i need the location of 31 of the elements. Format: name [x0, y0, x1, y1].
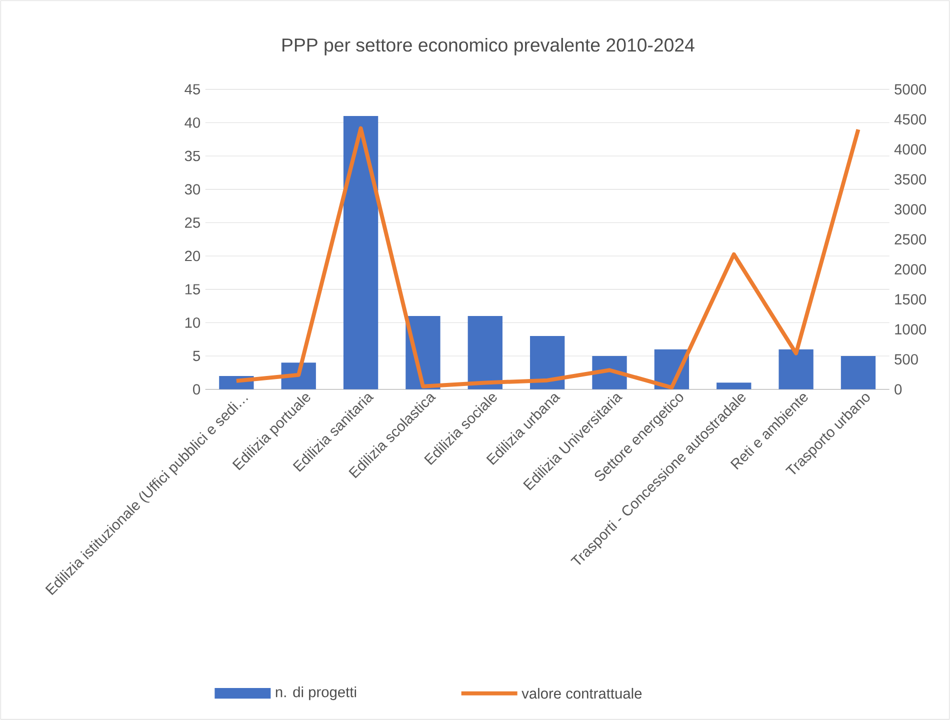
y-tick-label: 15 — [185, 284, 200, 294]
legend-label: n. di progetti — [276, 686, 356, 700]
y2-tick-label: 2500 — [894, 234, 926, 245]
y-tick-label: 35 — [184, 150, 200, 162]
y2-tick-label: 5000 — [894, 84, 926, 95]
y-tick-label: 10 — [185, 317, 200, 328]
y-tick-label: 40 — [184, 117, 200, 128]
bar — [530, 336, 565, 390]
line-series — [234, 126, 860, 390]
chart-title: PPP per settore economico prevalente 2010-2024 — [282, 38, 694, 56]
bar — [716, 382, 752, 390]
y-tick-label: 25 — [185, 217, 200, 228]
y-tick-label: 5 — [193, 350, 200, 362]
y2-tick-label: 4000 — [894, 144, 926, 155]
bar — [778, 349, 814, 390]
y2-tick-label: 0 — [894, 384, 902, 395]
legend-label: valore contrattuale — [522, 688, 642, 699]
y2-tick-label: 3500 — [894, 174, 926, 185]
y2-tick-label: 1000 — [895, 324, 926, 335]
y2-tick-label: 4500 — [894, 114, 926, 125]
y2-tick-label: 2000 — [894, 264, 926, 275]
y2-tick-label: 1500 — [895, 294, 926, 305]
bar — [468, 316, 502, 390]
y-tick-label: 0 — [193, 384, 200, 395]
y2-tick-label: 500 — [894, 354, 918, 365]
bar — [343, 116, 378, 390]
y-tick-label: 30 — [184, 184, 200, 195]
bar — [840, 356, 876, 390]
y-tick-label: 45 — [184, 84, 200, 94]
y-tick-label: 20 — [185, 250, 200, 262]
y2-tick-label: 3000 — [894, 204, 926, 215]
